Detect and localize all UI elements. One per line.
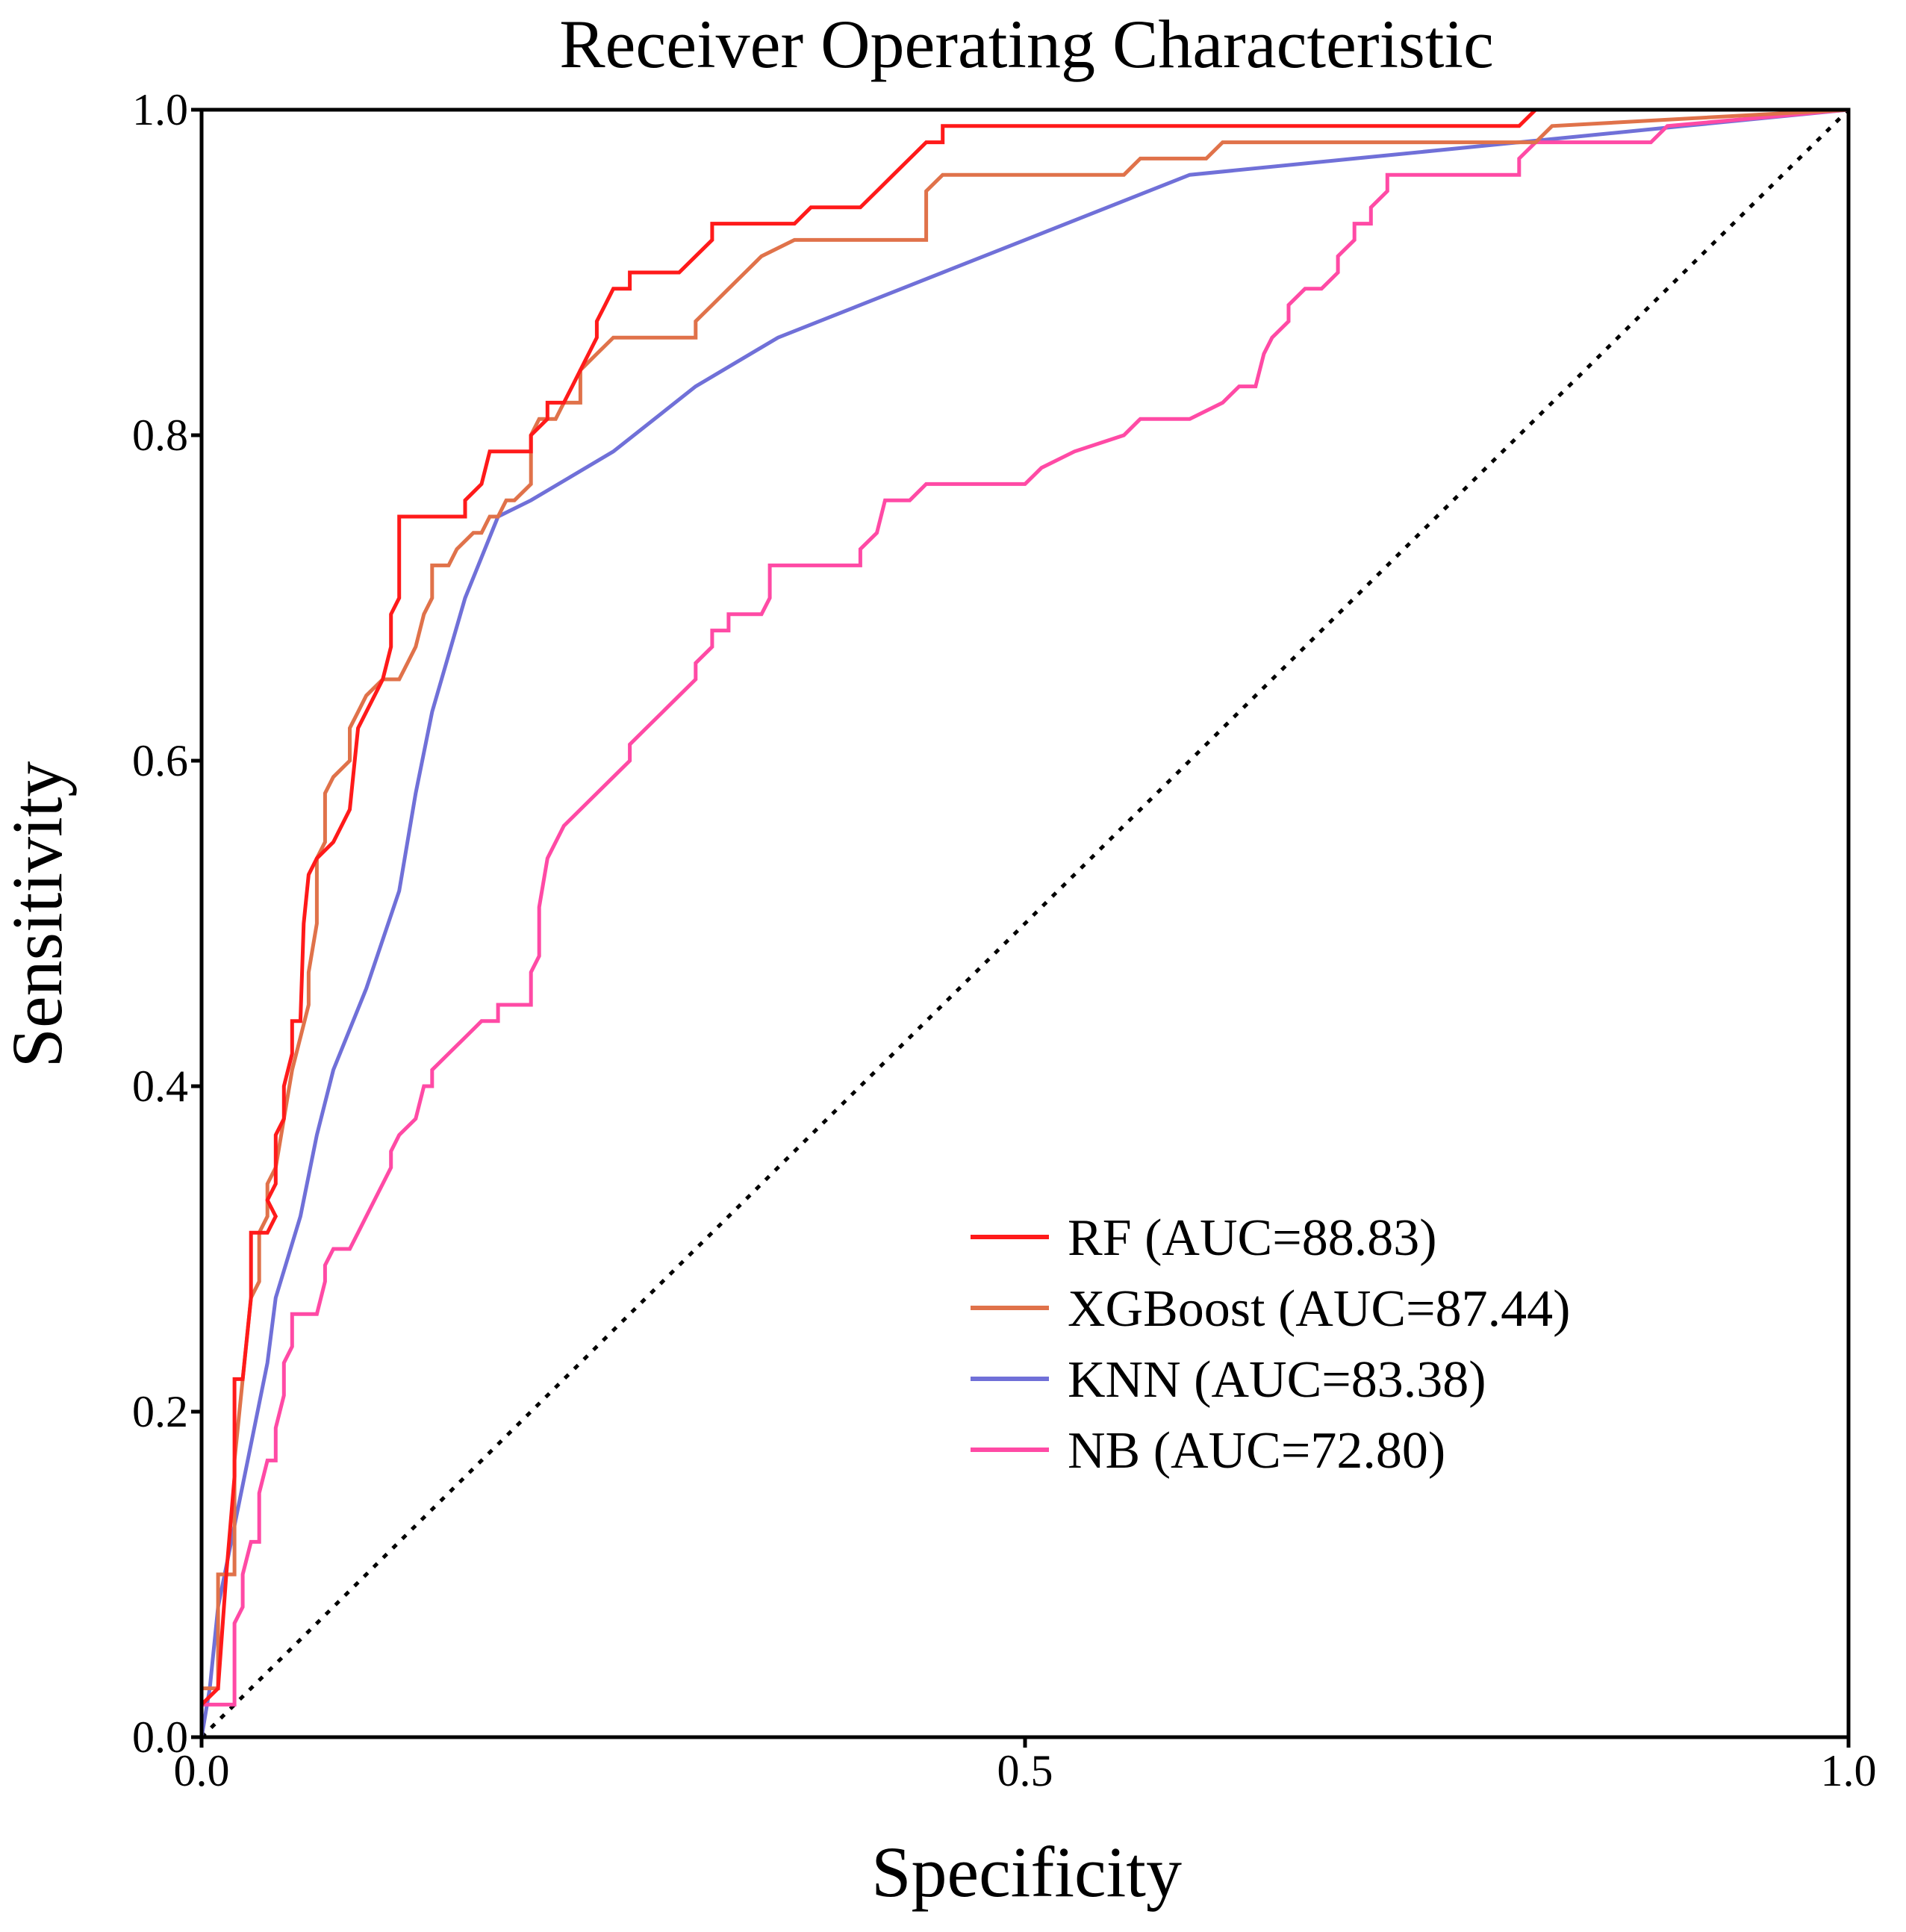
legend-label: RF (AUC=88.83) [1068, 1209, 1437, 1267]
y-axis-ticks: 0.0 0.2 0.4 0.6 0.8 1.0 [132, 85, 202, 1762]
series-line-2 [202, 110, 1849, 1737]
series-layer [202, 110, 1849, 1737]
y-tick-label: 0.2 [132, 1387, 188, 1436]
series-line-1 [202, 110, 1849, 1737]
chart-title: Receiver Operating Characteristic [559, 6, 1494, 82]
y-tick-label: 0.8 [132, 411, 188, 460]
y-tick-label: 0.0 [132, 1713, 188, 1762]
y-tick-label: 0.4 [132, 1062, 188, 1111]
legend-label: XGBoost (AUC=87.44) [1068, 1280, 1570, 1338]
y-axis-label: Sensitivity [0, 761, 77, 1068]
plot-area [200, 108, 1850, 1739]
legend-label: KNN (AUC=83.38) [1068, 1351, 1486, 1409]
x-tick-label: 1.0 [1821, 1746, 1877, 1795]
x-tick-label: 0.5 [997, 1746, 1053, 1795]
y-tick-label: 1.0 [132, 85, 188, 134]
y-tick-label: 0.6 [132, 736, 188, 785]
x-tick-label: 0.0 [174, 1746, 230, 1795]
diagonal-reference-line [200, 108, 1850, 1739]
legend: RF (AUC=88.83) XGBoost (AUC=87.44) KNN (AU… [971, 1209, 1570, 1480]
x-axis-label: Specificity [871, 1832, 1182, 1912]
x-axis-ticks: 0.0 0.5 1.0 [174, 1737, 1877, 1795]
series-line-3 [202, 110, 1849, 1737]
legend-label: NB (AUC=72.80) [1068, 1422, 1445, 1480]
series-line-0 [202, 110, 1849, 1737]
